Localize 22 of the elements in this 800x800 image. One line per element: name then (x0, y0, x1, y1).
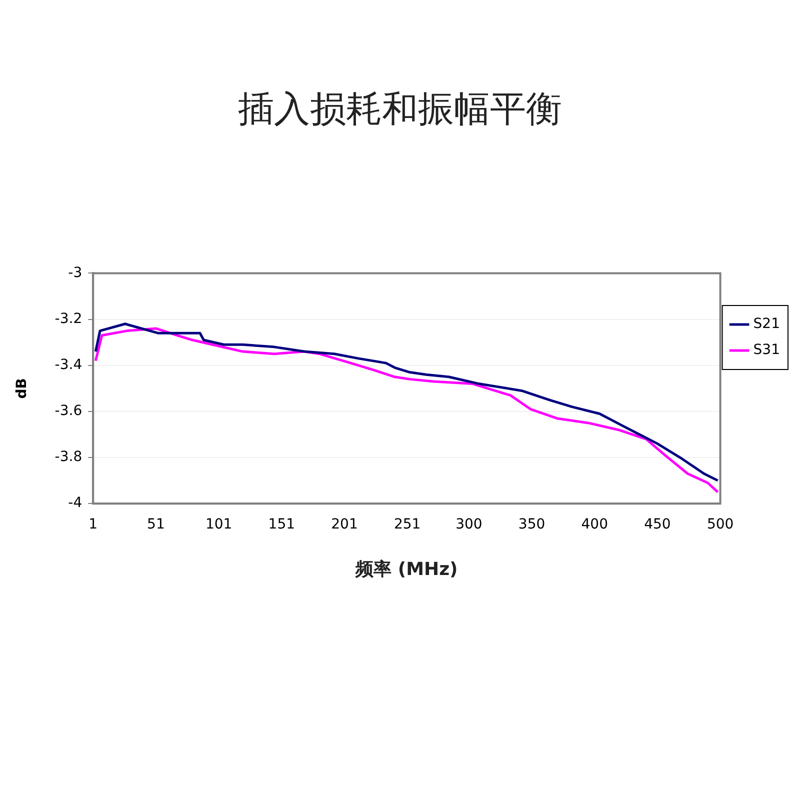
x-tick-label: 101 (205, 516, 232, 533)
y-tick-label: -3.6 (54, 403, 82, 420)
x-tick-label: 350 (518, 516, 546, 533)
y-axis-title: dB (14, 378, 30, 399)
x-tick-label: 300 (456, 516, 482, 533)
x-tick-label: 400 (581, 516, 608, 533)
x-tick-label: 201 (331, 516, 358, 533)
x-tick-label: 500 (706, 516, 734, 533)
x-tick-label: 1 (88, 516, 98, 533)
x-tick-label: 51 (147, 516, 165, 533)
x-tick-label: 151 (268, 516, 296, 533)
x-tick-label: 450 (644, 516, 671, 533)
chart-title: 插入损耗和振幅平衡 (238, 88, 562, 130)
legend-label: S21 (753, 316, 780, 332)
y-tick-label: -3 (68, 264, 82, 281)
y-tick-label: -4 (68, 495, 82, 512)
x-tick-label: 251 (394, 516, 421, 533)
y-tick-label: -3.8 (54, 449, 82, 466)
y-tick-label: -3.4 (54, 357, 82, 373)
y-tick-label: -3.2 (54, 310, 82, 327)
legend-label: S31 (753, 342, 780, 358)
x-axis-title: 频率 (MHz) (354, 558, 458, 580)
